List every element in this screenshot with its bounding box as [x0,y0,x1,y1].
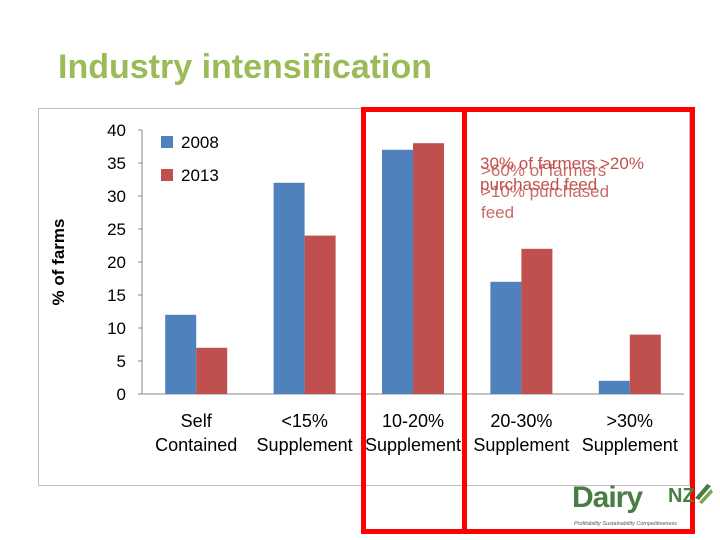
logo-tagline: Profitability Sustainability Competitive… [574,521,678,527]
x-category-label: Supplement [582,435,678,455]
legend-swatch-2008 [161,136,173,148]
bar-2013-1 [304,235,336,394]
bar-2008-4 [598,380,630,394]
x-category-label: >30% [607,411,654,431]
bar-2008-2 [382,149,413,394]
annotation-a-line-1: 30% of farmers >20% [480,154,644,173]
y-tick-label: 30 [107,187,126,206]
y-axis-label: % of farms [49,219,68,306]
x-category-label: 10-20% [382,411,444,431]
x-category-label: <15% [281,411,328,431]
legend-label-2008: 2008 [181,133,219,152]
x-category-label: Contained [155,435,237,455]
bar-2013-3 [521,248,553,394]
highlight-box-20-plus [462,107,695,534]
bar-2013-2 [413,143,444,394]
bar-2013-0 [196,347,228,394]
bar-2013-4 [629,334,661,394]
logo-swoosh-icon [695,484,713,504]
y-tick-label: 20 [107,253,126,272]
slide-title: Industry intensification [58,48,433,86]
legend-label-2013: 2013 [181,166,219,185]
y-tick-label: 35 [107,154,126,173]
x-category-label: Self [181,411,213,431]
annotation-b-line-3: feed [481,203,515,222]
legend-swatch-2013 [161,169,173,181]
y-tick-label: 5 [117,352,126,371]
x-category-label: Supplement [365,435,461,455]
y-tick-label: 0 [117,385,126,404]
x-category-label: 20-30% [490,411,552,431]
annotation-a-line-2: purchased feed [480,175,598,194]
bar-2008-1 [273,182,305,394]
annotation-b-line-1: >60% of farmers [481,161,607,180]
bar-2008-3 [490,281,522,394]
annotation-over-60: >60% of farmers >10% purchased feed [481,160,609,223]
annotation-b-line-2: >10% purchased [481,182,610,201]
logo-nz-text: NZ [668,485,695,507]
y-tick-label: 10 [107,319,126,338]
annotation-30-percent: 30% of farmers >20% purchased feed [480,153,644,195]
bar-2008-0 [165,314,197,394]
x-category-label: Supplement [257,435,353,455]
dairynz-logo: Dairy NZ Profitability Sustainability Co… [572,478,717,536]
y-tick-label: 25 [107,220,126,239]
logo-dairy-text: Dairy [572,481,643,514]
highlight-box-10-20 [361,107,467,534]
x-category-label: Supplement [473,435,569,455]
y-tick-label: 40 [107,121,126,140]
y-tick-label: 15 [107,286,126,305]
